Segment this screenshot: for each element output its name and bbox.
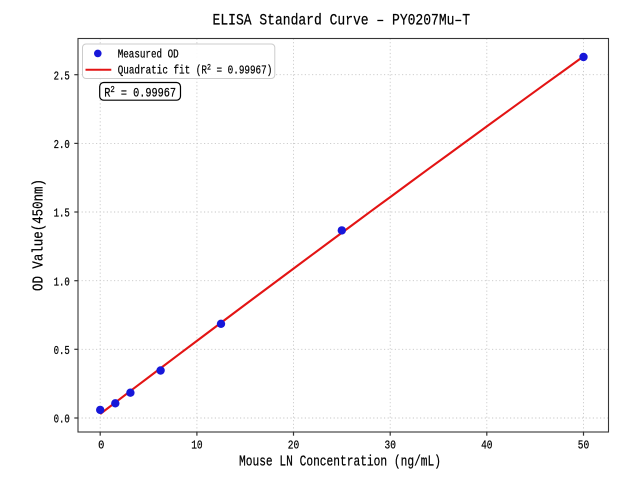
svg-text:2.0: 2.0	[54, 138, 70, 152]
svg-text:10: 10	[191, 438, 202, 452]
svg-text:2.5: 2.5	[54, 69, 70, 83]
svg-text:Quadratic fit (R2 = 0.99967): Quadratic fit (R2 = 0.99967)	[118, 62, 273, 77]
svg-text:0.5: 0.5	[54, 344, 70, 358]
svg-text:50: 50	[578, 438, 589, 452]
svg-text:Measured OD: Measured OD	[118, 47, 179, 61]
svg-text:R2 = 0.99967: R2 = 0.99967	[104, 85, 176, 101]
svg-text:40: 40	[481, 438, 492, 452]
svg-text:0: 0	[98, 438, 104, 452]
svg-text:1.5: 1.5	[54, 207, 70, 221]
svg-text:ELISA Standard Curve – PY0207M: ELISA Standard Curve – PY0207Mu–T	[213, 12, 471, 30]
svg-text:20: 20	[288, 438, 299, 452]
svg-text:0.0: 0.0	[54, 413, 70, 427]
svg-text:30: 30	[385, 438, 396, 452]
svg-text:Mouse LN Concentration (ng/mL): Mouse LN Concentration (ng/mL)	[239, 455, 441, 471]
svg-text:1.0: 1.0	[54, 275, 70, 289]
svg-text:OD Value(450nm): OD Value(450nm)	[32, 179, 48, 291]
